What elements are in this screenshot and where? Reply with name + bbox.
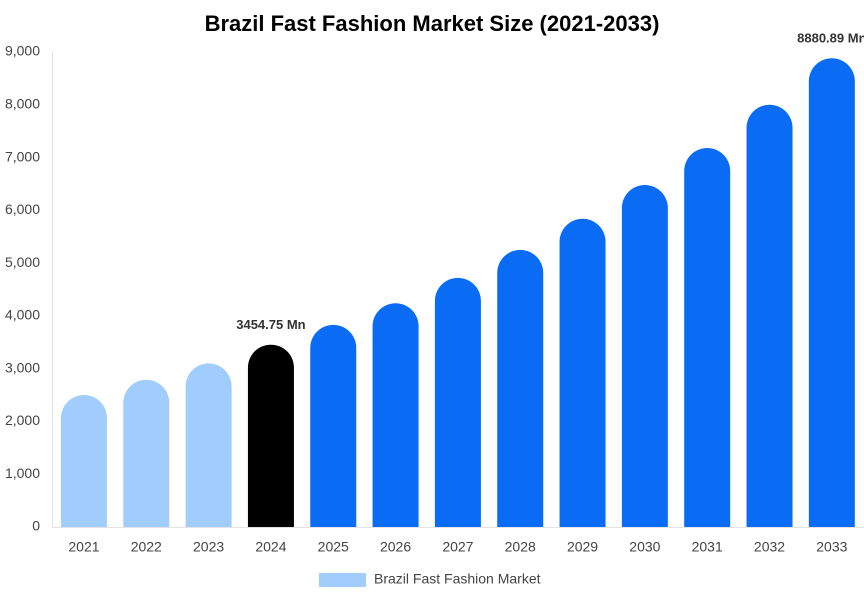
x-tick-label: 2032 xyxy=(754,539,785,555)
bar xyxy=(684,148,731,528)
legend-label: Brazil Fast Fashion Market xyxy=(374,571,541,587)
x-tick-label: 2026 xyxy=(380,539,411,555)
x-tick-label: 2025 xyxy=(318,539,349,555)
x-tick-label: 2023 xyxy=(193,539,224,555)
bar xyxy=(372,303,419,527)
bar xyxy=(746,104,793,528)
y-tick-label: 6,000 xyxy=(5,201,40,217)
x-tick-label: 2027 xyxy=(442,539,473,555)
bar xyxy=(123,379,170,527)
value-label: 8880.89 Mn xyxy=(797,31,864,46)
x-tick-label: 2031 xyxy=(692,539,723,555)
bar xyxy=(497,249,544,527)
x-tick-label: 2021 xyxy=(68,539,99,555)
bar xyxy=(60,395,107,527)
bar xyxy=(185,363,232,527)
y-tick-label: 2,000 xyxy=(5,412,40,428)
bar xyxy=(559,218,606,527)
x-tick-label: 2030 xyxy=(629,539,660,555)
y-tick-label: 7,000 xyxy=(5,148,40,164)
legend-swatch xyxy=(319,573,366,587)
x-tick-label: 2022 xyxy=(131,539,162,555)
x-tick-label: 2024 xyxy=(255,539,286,555)
y-tick-label: 9,000 xyxy=(5,43,40,59)
y-tick-label: 4,000 xyxy=(5,307,40,323)
x-tick-label: 2028 xyxy=(505,539,536,555)
x-tick-label: 2029 xyxy=(567,539,598,555)
y-tick-label: 1,000 xyxy=(5,465,40,481)
value-label: 3454.75 Mn xyxy=(236,317,305,332)
y-tick-label: 3,000 xyxy=(5,359,40,375)
bar xyxy=(247,344,294,527)
bar xyxy=(434,277,481,527)
chart-title: Brazil Fast Fashion Market Size (2021-20… xyxy=(205,11,660,36)
bar xyxy=(808,58,855,527)
y-tick-label: 0 xyxy=(32,518,40,534)
y-tick-label: 5,000 xyxy=(5,254,40,270)
y-tick-label: 8,000 xyxy=(5,95,40,111)
x-tick-label: 2033 xyxy=(816,539,847,555)
bar xyxy=(621,185,668,527)
bar xyxy=(310,324,357,527)
